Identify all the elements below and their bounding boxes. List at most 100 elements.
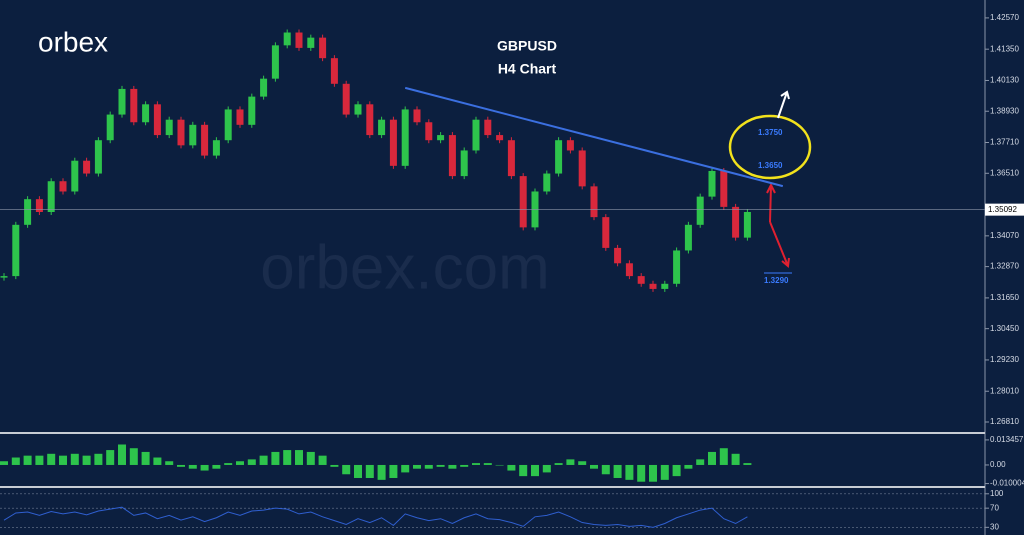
- candle: [507, 140, 515, 177]
- candle: [413, 109, 421, 123]
- candle: [696, 196, 704, 225]
- candle: [283, 32, 291, 46]
- histogram-bar: [365, 464, 374, 478]
- histogram-bar: [141, 451, 150, 465]
- y-tick-label: 70: [990, 503, 999, 512]
- histogram-bar: [389, 464, 398, 478]
- y-tick-label: 1.41350: [990, 44, 1019, 53]
- histogram-bar: [613, 464, 622, 478]
- histogram-bar: [708, 451, 716, 465]
- arrow-down: [769, 221, 790, 268]
- candle: [366, 104, 374, 136]
- candle: [35, 199, 43, 212]
- histogram-bar: [94, 453, 103, 465]
- candle: [708, 170, 716, 197]
- candle: [425, 122, 433, 141]
- histogram-bar: [330, 464, 339, 467]
- histogram-bar: [660, 464, 669, 480]
- histogram-bar: [460, 464, 469, 467]
- candle: [673, 250, 681, 284]
- watermark: orbex.com: [260, 233, 549, 302]
- current-price-label: 1.35092: [988, 205, 1017, 214]
- histogram-bar: [401, 464, 410, 473]
- candle: [106, 114, 114, 141]
- candle: [661, 283, 669, 289]
- y-tick-label: 1.28010: [990, 386, 1019, 395]
- histogram-bar: [436, 464, 445, 467]
- y-tick-label: 1.40130: [990, 76, 1019, 85]
- annotation: 1.3750: [758, 128, 783, 137]
- arrows: [766, 90, 790, 268]
- histogram-bar: [82, 455, 91, 465]
- candle: [248, 96, 256, 125]
- candle: [94, 140, 102, 174]
- histogram-bar: [507, 464, 516, 471]
- histogram-bar: [200, 464, 209, 471]
- histogram-bar: [188, 464, 197, 469]
- candle: [71, 160, 79, 192]
- histogram-bar: [413, 464, 421, 469]
- y-tick-label: 1.32870: [990, 262, 1019, 271]
- histogram-bar: [11, 457, 20, 465]
- candle: [378, 119, 386, 136]
- candle: [614, 247, 622, 264]
- trendline: [404, 86, 784, 188]
- histogram-bar: [59, 455, 67, 465]
- histogram-bar: [719, 448, 728, 465]
- candle: [342, 83, 350, 115]
- histogram-bar: [306, 451, 315, 465]
- y-tick-label: 1.31650: [990, 293, 1019, 302]
- candle: [472, 119, 480, 151]
- candle: [153, 104, 161, 136]
- histogram-bar: [601, 464, 610, 475]
- histogram-bar: [153, 457, 162, 465]
- candle: [165, 119, 173, 136]
- y-tick-label: 30: [990, 522, 999, 531]
- candle: [578, 150, 586, 187]
- candle: [448, 135, 456, 177]
- highlight-ellipse: [728, 114, 812, 180]
- candle: [295, 32, 303, 48]
- histogram-bar: [259, 455, 268, 465]
- arrow-up-red: [766, 182, 776, 223]
- candle: [590, 186, 598, 218]
- y-tick-label: 100: [990, 489, 1004, 498]
- y-tick-label: 1.29230: [990, 355, 1019, 364]
- candle: [555, 140, 563, 174]
- y-tick-label: 1.38930: [990, 106, 1019, 115]
- y-tick-label: 0.00: [990, 460, 1006, 469]
- histogram-bar: [70, 453, 79, 465]
- y-tick-label: 1.26810: [990, 417, 1019, 426]
- candle: [142, 104, 150, 123]
- histogram-bar: [472, 463, 480, 465]
- candle: [12, 224, 20, 277]
- histogram-bar: [295, 450, 303, 465]
- histogram-bar: [0, 461, 8, 465]
- histogram-bar: [318, 455, 327, 465]
- candle: [59, 181, 67, 192]
- candle: [201, 124, 209, 156]
- candle: [212, 140, 220, 156]
- logo: orbex: [38, 26, 108, 57]
- histogram-bar: [212, 464, 221, 469]
- candle: [24, 199, 32, 225]
- y-tick-label: 1.42570: [990, 13, 1019, 22]
- candle: [720, 170, 728, 207]
- histogram-bar: [566, 459, 575, 465]
- candle: [743, 212, 751, 238]
- candle: [401, 109, 409, 166]
- annotation: 1.3650: [758, 161, 783, 170]
- histogram-bar: [578, 461, 587, 465]
- histogram-bar: [590, 464, 598, 469]
- candle: [649, 283, 657, 289]
- candle: [389, 119, 397, 166]
- histogram-bar: [35, 455, 44, 465]
- candle: [354, 104, 362, 115]
- candle: [0, 276, 8, 278]
- histogram-bar: [483, 463, 492, 465]
- candle: [224, 109, 232, 141]
- candle: [496, 135, 504, 141]
- candle: [566, 140, 574, 151]
- histogram-bar: [47, 453, 56, 465]
